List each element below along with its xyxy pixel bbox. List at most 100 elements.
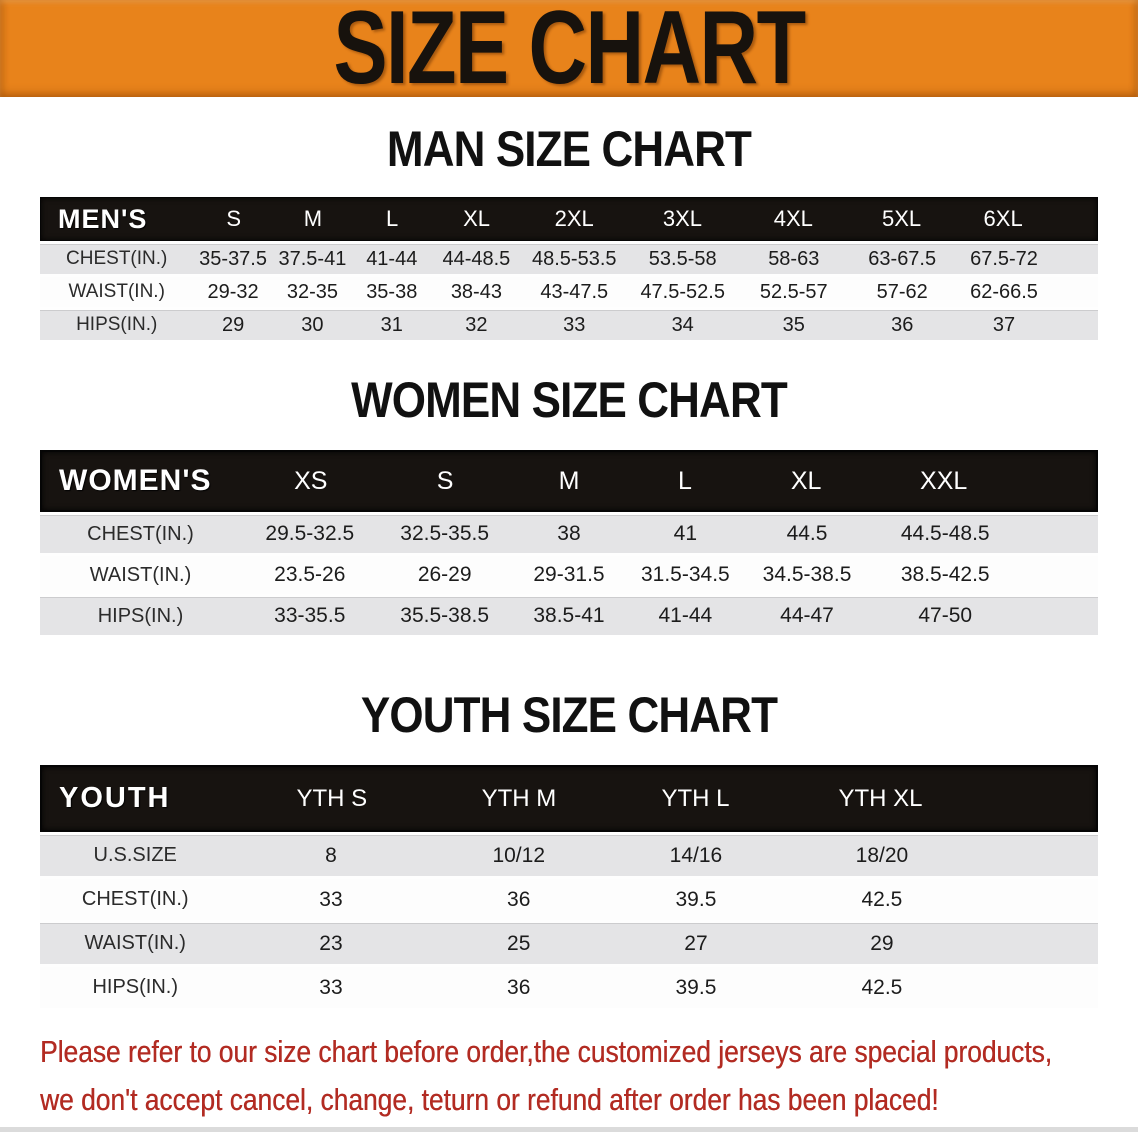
table-cell: 14/16 xyxy=(669,843,723,867)
disclaimer-line-1: Please refer to our size chart before or… xyxy=(40,1034,1053,1069)
women-section-title: WOMEN SIZE CHART xyxy=(351,372,788,428)
column-header: L xyxy=(677,466,692,495)
table-cell: 38-43 xyxy=(450,280,502,303)
table-cell: 58-63 xyxy=(768,247,820,270)
table-cell: 26-29 xyxy=(417,563,472,586)
table-cell: 34.5-38.5 xyxy=(762,563,852,586)
table-cell: 29-31.5 xyxy=(533,563,605,586)
row-label: U.S.SIZE xyxy=(93,844,177,866)
table-cell: 37 xyxy=(992,313,1016,336)
table-cell: 32 xyxy=(465,313,488,336)
table-cell: 29-32 xyxy=(207,280,259,303)
table-cell: 38 xyxy=(557,522,581,545)
column-header: 6XL xyxy=(983,206,1023,231)
table-cell: 48.5-53.5 xyxy=(532,247,617,270)
table-cell: 38.5-41 xyxy=(533,604,605,627)
table-cell: 10/12 xyxy=(492,843,546,867)
column-header: XL xyxy=(463,206,490,231)
table-cell: 8 xyxy=(325,843,337,867)
table-cell: 41-44 xyxy=(658,604,713,627)
row-label: HIPS(IN.) xyxy=(76,314,158,335)
table-cell: 29 xyxy=(221,313,245,336)
table-row: CHEST(IN.) 33 36 39.5 42.5 xyxy=(40,876,1098,920)
column-header: M xyxy=(303,206,323,231)
table-header-label: MEN'S xyxy=(58,203,148,234)
column-header: 5XL xyxy=(881,206,922,231)
size-chart-banner: SIZE CHART xyxy=(0,0,1138,106)
column-header: 4XL xyxy=(773,206,813,231)
table-cell: 42.5 xyxy=(861,975,903,999)
column-header: 3XL xyxy=(662,206,703,231)
row-label: CHEST(IN.) xyxy=(87,522,194,545)
column-header: L xyxy=(385,206,399,231)
row-label: HIPS(IN.) xyxy=(97,604,184,627)
table-header-row: YOUTH YTH S YTH M YTH L YTH XL xyxy=(40,765,1098,832)
table-cell: 62-66.5 xyxy=(970,280,1038,303)
table-row: WAIST(IN.) 23.5-26 26-29 29-31.5 31.5-34.5 34… xyxy=(40,553,1098,594)
men-size-table: MEN'S S M L XL 2XL 3XL 4XL 5XL 6XL CHEST(IN.) 35-37… xyxy=(40,197,1098,340)
table-header-row: MEN'S S M L XL 2XL 3XL 4XL 5XL 6XL xyxy=(40,197,1098,241)
column-header: YTH M xyxy=(481,784,557,812)
youth-section-title: YOUTH SIZE CHART xyxy=(360,687,778,743)
table-cell: 35-38 xyxy=(366,280,418,303)
table-cell: 23 xyxy=(319,931,343,955)
table-cell: 63-67.5 xyxy=(868,247,937,270)
table-cell: 39.5 xyxy=(675,975,717,999)
table-cell: 38.5-42.5 xyxy=(900,563,990,586)
column-header: S xyxy=(436,466,454,495)
table-row: WAIST(IN.) 23 25 27 29 xyxy=(40,920,1098,964)
table-cell: 37.5-41 xyxy=(278,247,347,270)
table-cell: 33-35.5 xyxy=(274,604,346,627)
youth-size-table: YOUTH YTH S YTH M YTH L YTH XL U.S.SIZE 8 10/12… xyxy=(40,765,1098,1008)
table-cell: 67.5-72 xyxy=(970,247,1038,270)
table-cell: 41 xyxy=(673,522,698,545)
column-header: YTH XL xyxy=(838,784,923,812)
row-label: CHEST(IN.) xyxy=(66,248,168,269)
men-section-title: MAN SIZE CHART xyxy=(386,121,752,177)
women-section: WOMEN SIZE CHART WOMEN'S XS S M L XL XXL CHEST(… xyxy=(0,372,1138,635)
table-row: WAIST(IN.) 29-32 32-35 35-38 38-43 43-47.5 47.… xyxy=(40,274,1098,307)
column-header: S xyxy=(226,206,242,231)
table-row: U.S.SIZE 8 10/12 14/16 18/20 xyxy=(40,832,1098,876)
table-header-row: WOMEN'S XS S M L XL XXL xyxy=(40,450,1098,512)
table-cell: 36 xyxy=(891,313,914,336)
table-cell: 36 xyxy=(507,887,531,911)
table-cell: 31 xyxy=(380,313,403,336)
table-cell: 43-47.5 xyxy=(540,280,609,303)
column-header: XS xyxy=(294,466,328,495)
page-title: SIZE CHART xyxy=(333,0,806,106)
table-cell: 47-50 xyxy=(918,604,973,627)
table-row: CHEST(IN.) 29.5-32.5 32.5-35.5 38 41 44.5 44.5… xyxy=(40,512,1098,553)
table-cell: 23.5-26 xyxy=(274,563,346,586)
disclaimer-line-2: we don't accept cancel, change, teturn o… xyxy=(40,1082,939,1117)
table-row: HIPS(IN.) 33 36 39.5 42.5 xyxy=(40,964,1098,1008)
table-cell: 25 xyxy=(507,931,531,955)
table-row: HIPS(IN.) 29 30 31 32 33 34 35 36 37 xyxy=(40,307,1098,340)
row-label: WAIST(IN.) xyxy=(89,563,192,586)
row-label: WAIST(IN.) xyxy=(68,281,165,302)
table-cell: 44.5 xyxy=(786,522,828,545)
column-header: XXL xyxy=(920,466,968,495)
table-cell: 18/20 xyxy=(855,843,909,867)
table-cell: 33 xyxy=(319,887,343,911)
table-cell: 44-48.5 xyxy=(442,247,511,270)
table-cell: 30 xyxy=(301,313,324,336)
row-label: WAIST(IN.) xyxy=(84,932,186,954)
bottom-divider xyxy=(0,1127,1138,1132)
table-cell: 57-62 xyxy=(876,280,928,303)
women-size-table: WOMEN'S XS S M L XL XXL CHEST(IN.) 29.5-32.5 32.5… xyxy=(40,450,1098,635)
table-cell: 35 xyxy=(782,313,805,336)
table-cell: 32.5-35.5 xyxy=(400,522,490,545)
table-cell: 41-44 xyxy=(366,247,418,270)
column-header: M xyxy=(558,466,580,495)
table-cell: 39.5 xyxy=(675,887,717,911)
row-label: HIPS(IN.) xyxy=(92,976,178,998)
table-cell: 29 xyxy=(870,931,894,955)
table-cell: 33 xyxy=(319,975,343,999)
table-cell: 35-37.5 xyxy=(199,247,267,270)
table-cell: 27 xyxy=(684,931,708,955)
table-cell: 32-35 xyxy=(286,280,338,303)
table-cell: 31.5-34.5 xyxy=(640,563,730,586)
column-header: YTH S xyxy=(296,784,368,812)
table-cell: 42.5 xyxy=(861,887,903,911)
